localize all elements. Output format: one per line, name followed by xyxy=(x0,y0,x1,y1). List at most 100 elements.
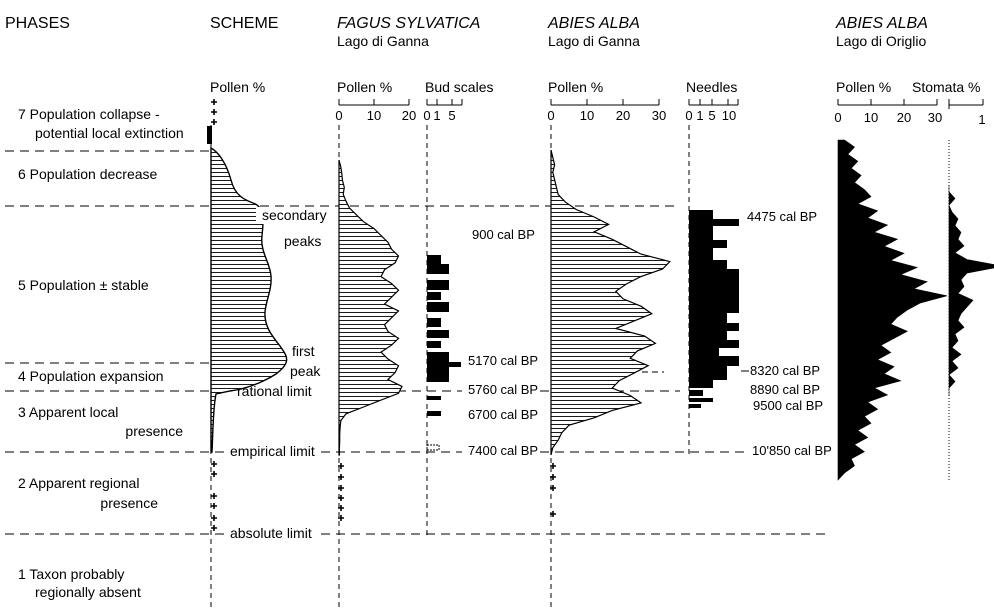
phase-2-line2: presence xyxy=(100,495,158,511)
fagus-date-5760: 5760 cal BP xyxy=(468,382,538,397)
plus-marker xyxy=(338,515,344,521)
needle-bar xyxy=(689,356,739,366)
needle-bar xyxy=(689,366,727,380)
plus-marker xyxy=(338,474,344,480)
header-abies-ganna-title: ABIES ALBA xyxy=(547,15,640,32)
needle-bar xyxy=(689,313,727,323)
plus-marker xyxy=(211,493,217,499)
header-fagus-title: FAGUS SYLVATICA xyxy=(337,15,480,32)
scheme-collapse-bar xyxy=(207,126,212,144)
plus-marker xyxy=(550,463,556,469)
needle-bar xyxy=(689,240,727,248)
abies-tick-20: 20 xyxy=(616,108,630,123)
abies-tick-10: 10 xyxy=(580,108,594,123)
fagus-pollen-axis xyxy=(338,99,410,106)
needle-bar xyxy=(689,331,727,340)
fagus-pollen-curve xyxy=(338,159,403,456)
phase-3-line1: 3 Apparent local xyxy=(18,404,118,420)
needles-label: Needles xyxy=(686,79,737,95)
needles-bars xyxy=(689,210,739,408)
origlio-tick-0: 0 xyxy=(834,110,841,125)
scheme-secondary-label: secondary xyxy=(262,207,327,223)
plus-marker xyxy=(211,503,217,509)
plus-marker xyxy=(338,463,344,469)
header-phases: PHASES xyxy=(5,15,70,32)
plus-marker xyxy=(338,485,344,491)
header-fagus-site: Lago di Ganna xyxy=(337,33,429,49)
needles-tick-10: 10 xyxy=(722,108,736,123)
bud-bar xyxy=(427,411,441,416)
abies-date-8890: 8890 cal BP xyxy=(750,382,820,397)
needle-bar xyxy=(689,248,713,260)
phase-4-label: 4 Population expansion xyxy=(18,368,164,384)
scheme-rational-limit-label: rational limit xyxy=(237,383,312,399)
bud-scales-bars xyxy=(427,255,461,416)
needle-bar xyxy=(689,390,703,396)
bud-bar xyxy=(427,255,441,264)
fagus-tick-0: 0 xyxy=(335,108,342,123)
plus-marker xyxy=(211,109,217,115)
phase-7-line2: potential local extinction xyxy=(35,125,184,141)
header-scheme: SCHEME xyxy=(210,15,278,32)
bud-bar xyxy=(427,396,441,400)
fagus-date-900: 900 cal BP xyxy=(472,227,535,242)
bud-tick-0: 0 xyxy=(423,108,430,123)
header-abies-origlio-site: Lago di Origlio xyxy=(836,33,926,49)
origlio-pollen-axis xyxy=(837,99,938,106)
bud-scales-axis xyxy=(426,99,463,106)
plus-marker xyxy=(211,461,217,467)
bud-bar xyxy=(427,302,449,312)
fagus-date-7400: 7400 cal BP xyxy=(468,443,538,458)
plus-marker xyxy=(211,99,217,105)
needle-bar xyxy=(689,260,727,269)
scheme-plus-markers xyxy=(211,99,217,531)
needle-bar xyxy=(689,226,713,240)
needles-tick-0: 0 xyxy=(685,108,692,123)
secondary-label-bg xyxy=(256,207,336,224)
needle-bar xyxy=(689,323,739,331)
phase-6-label: 6 Population decrease xyxy=(18,166,158,182)
scheme-peaks-label: peaks xyxy=(284,233,321,249)
plus-marker xyxy=(211,515,217,521)
phase-3-line2: presence xyxy=(125,423,183,439)
plus-marker xyxy=(211,525,217,531)
phase-2-line1: 2 Apparent regional xyxy=(18,475,139,491)
needle-bar xyxy=(689,219,739,226)
scheme-peak-label: peak xyxy=(290,363,321,379)
fagus-date-bg xyxy=(464,382,540,397)
bud-bar xyxy=(427,352,449,382)
stomata-curve xyxy=(948,185,994,395)
fagus-tick-20: 20 xyxy=(402,108,416,123)
plus-marker xyxy=(550,511,556,517)
plus-marker xyxy=(550,485,556,491)
plus-marker xyxy=(338,495,344,501)
abies-plus-markers xyxy=(550,463,556,517)
abies-date-9500: 9500 cal BP xyxy=(753,398,823,413)
needle-bar xyxy=(689,404,701,408)
abies-date-10850: 10'850 cal BP xyxy=(752,443,832,458)
origlio-pollen-label: Pollen % xyxy=(836,79,891,95)
needle-bar xyxy=(689,340,739,348)
phase-7-line1: 7 Population collapse - xyxy=(18,106,160,122)
header-abies-origlio-title: ABIES ALBA xyxy=(835,15,928,32)
abies-date-4475: 4475 cal BP xyxy=(747,209,817,224)
abies-pollen-label: Pollen % xyxy=(548,79,603,95)
abies-tick-30: 30 xyxy=(652,108,666,123)
needle-bar xyxy=(689,210,713,219)
abies-tick-0: 0 xyxy=(547,108,554,123)
scheme-empirical-limit-label: empirical limit xyxy=(230,443,315,459)
scheme-first-label: first xyxy=(292,343,315,359)
phase-1-line2: regionally absent xyxy=(35,584,141,600)
needle-bar xyxy=(689,269,739,313)
bud-bar xyxy=(427,264,449,274)
header-abies-ganna-site: Lago di Ganna xyxy=(548,33,640,49)
abies-date-8320: 8320 cal BP xyxy=(750,363,820,378)
needle-bar xyxy=(689,380,713,388)
plus-marker xyxy=(211,119,217,125)
fagus-date-5170: 5170 cal BP xyxy=(468,353,538,368)
stomata-axis xyxy=(948,99,984,109)
scheme-pollen-curve xyxy=(210,146,288,453)
needle-bar xyxy=(689,348,719,356)
